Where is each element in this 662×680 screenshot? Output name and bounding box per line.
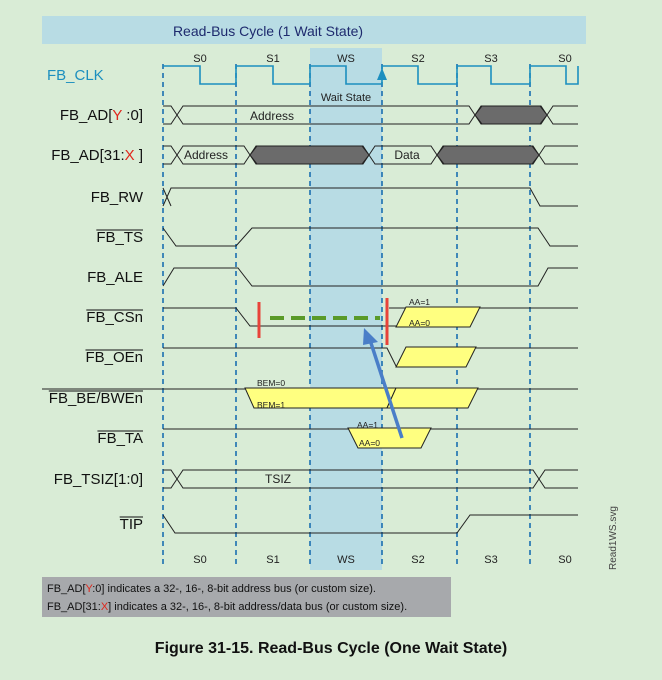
signal-label-part: X <box>125 147 135 164</box>
state-label-top: S0 <box>193 53 206 65</box>
clock-edge-arrow <box>377 68 387 80</box>
note-part: Y <box>86 583 94 595</box>
tsiz-bus-top <box>163 469 578 480</box>
signal-label-ad_31x: FB_AD[31:X ] <box>51 147 143 164</box>
signal-label-ale: FB_ALE <box>87 269 143 286</box>
note-part: X <box>101 601 109 613</box>
signal-label-part: FB_AD[ <box>60 107 113 124</box>
state-label-top: S2 <box>411 53 424 65</box>
signal-label-csn: FB_CSn <box>86 309 143 326</box>
signal-label-ad_y: FB_AD[Y :0] <box>60 107 143 124</box>
rw-trace-back <box>162 187 172 207</box>
oen-aa-window <box>395 346 477 368</box>
tsiz-bus-bottom <box>163 478 578 489</box>
ts-trace <box>162 227 578 247</box>
signal-label-rw: FB_RW <box>91 189 144 206</box>
signal-label-tip: TIP <box>120 516 143 533</box>
ta-aa0-label: AA=0 <box>359 438 380 448</box>
state-label-top: S3 <box>484 53 497 65</box>
notes-box <box>42 577 451 617</box>
state-label-top: WS <box>337 53 355 65</box>
ad-y-address-label: Address <box>250 109 294 123</box>
ta-aa-window <box>347 427 432 449</box>
note-part: FB_AD[ <box>47 583 86 595</box>
signal-label-bebwe: FB_BE/BWEn <box>49 390 143 407</box>
title-bar <box>42 16 586 44</box>
cs-aa1-label: AA=1 <box>409 297 430 307</box>
rw-trace <box>162 187 578 207</box>
note-line-1: FB_AD[Y:0] indicates a 32-, 16-, 8-bit a… <box>47 583 376 595</box>
state-label-bottom: S3 <box>484 554 497 566</box>
signal-label-part: FB_TSIZ[1:0] <box>54 471 143 488</box>
signal-label-part: FB_CSn <box>86 309 143 326</box>
wait-state-band <box>310 48 382 570</box>
signal-label-part: TIP <box>120 516 143 533</box>
state-label-top: S1 <box>266 53 279 65</box>
signal-label-part: ] <box>135 147 143 164</box>
ad-y-hold-fill <box>474 105 548 125</box>
state-labels-bottom: S0 S1 WS S2 S3 S0 <box>193 554 571 566</box>
state-label-bottom: S0 <box>558 554 571 566</box>
tsiz-label: TSIZ <box>265 472 291 486</box>
state-label-bottom: S1 <box>266 554 279 566</box>
state-label-bottom: S2 <box>411 554 424 566</box>
ad-31x-turnaround-fill <box>249 145 370 165</box>
tip-trace <box>162 514 578 534</box>
signal-labels: FB_AD[Y :0] FB_AD[31:X ] FB_RW FB_TS FB_ALE F… <box>48 107 144 533</box>
note-part: FB_AD[31: <box>47 601 101 613</box>
ta-aa1-label: AA=1 <box>357 420 378 430</box>
note-part: :0] indicates a 32-, 16-, 8-bit address … <box>92 583 376 595</box>
signal-label-part: FB_TS <box>96 229 143 246</box>
wait-state-label: Wait State <box>321 92 371 104</box>
signal-label-part: FB_RW <box>91 189 144 206</box>
signal-label-part: FB_TA <box>97 430 143 447</box>
csn-aa-window <box>395 306 481 328</box>
be-bem0-label: BEM=0 <box>257 378 285 388</box>
ad-31x-data-label: Data <box>394 148 420 162</box>
side-file-label: Read1WS.svg <box>608 506 619 570</box>
be-bem-window-b <box>386 387 479 409</box>
ad-31x-tail-fill <box>436 145 540 165</box>
state-label-bottom: S0 <box>193 554 206 566</box>
signal-label-part: :0] <box>122 107 143 124</box>
ale-trace <box>162 267 578 287</box>
diagram-title: Read-Bus Cycle (1 Wait State) <box>173 23 363 39</box>
signal-label-tsiz: FB_TSIZ[1:0] <box>54 471 143 488</box>
clock-trace <box>163 65 579 85</box>
state-label-bottom: WS <box>337 554 355 566</box>
clock-label: FB_CLK <box>47 67 104 84</box>
state-label-top: S0 <box>558 53 571 65</box>
signal-waveforms <box>42 105 578 534</box>
note-part: ] indicates a 32-, 16-, 8-bit address/da… <box>108 601 407 613</box>
aa-arrow <box>363 328 404 439</box>
signal-label-ts: FB_TS <box>96 229 143 246</box>
be-bem1-label: BEM=1 <box>257 400 285 410</box>
state-labels-top: S0 S1 WS S2 S3 S0 <box>193 53 571 65</box>
signal-label-oen: FB_OEn <box>85 349 143 366</box>
csn-trace <box>163 307 460 327</box>
figure-caption: Figure 31-15. Read-Bus Cycle (One Wait S… <box>155 640 507 657</box>
signal-label-part: FB_OEn <box>85 349 143 366</box>
ad-31x-address-label: Address <box>184 148 228 162</box>
signal-label-part: FB_AD[31: <box>51 147 124 164</box>
clock-waveform <box>163 65 579 85</box>
cs-aa0-label: AA=0 <box>409 318 430 328</box>
note-line-2: FB_AD[31:X] indicates a 32-, 16-, 8-bit … <box>47 601 407 613</box>
signal-label-ta: FB_TA <box>97 430 143 447</box>
signal-label-part: Y <box>112 107 122 124</box>
signal-label-part: FB_BE/BWEn <box>49 390 143 407</box>
signal-label-part: FB_ALE <box>87 269 143 286</box>
